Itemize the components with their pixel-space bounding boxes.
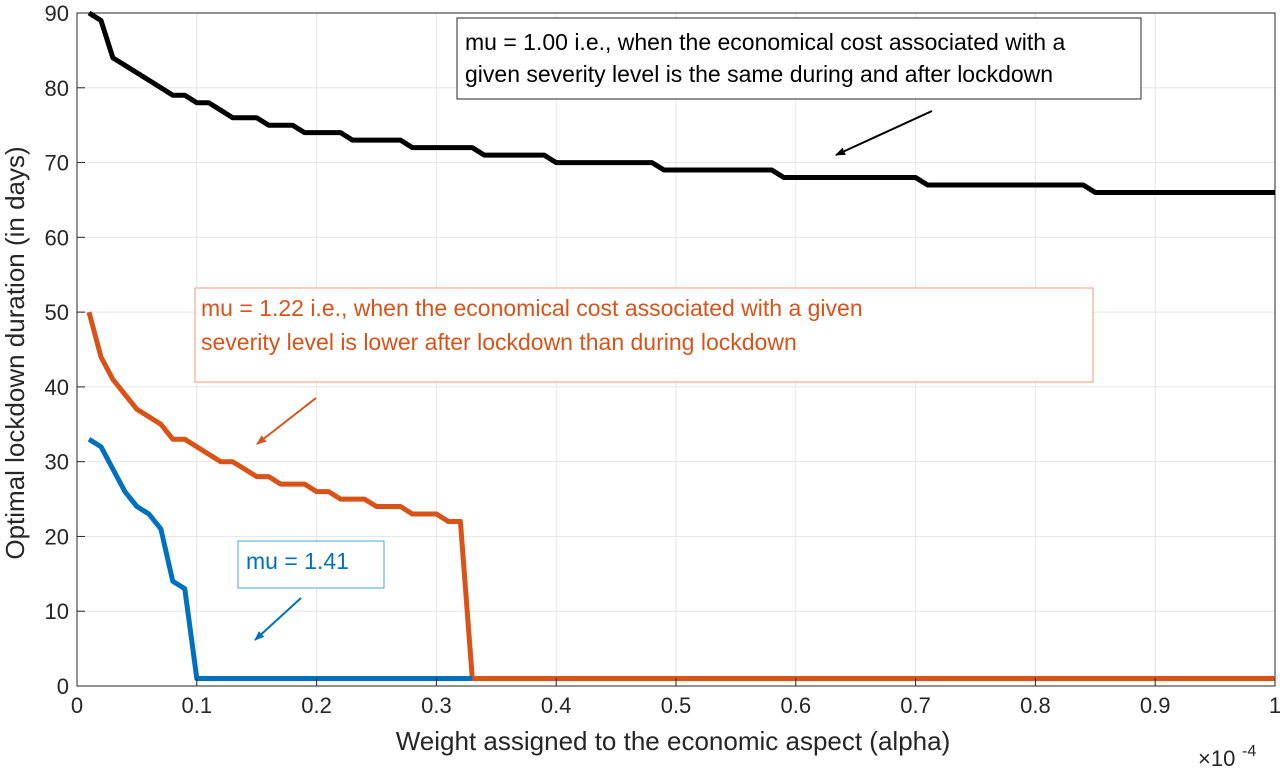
annotation-box-blue xyxy=(237,540,385,589)
x-tick-label: 0.3 xyxy=(421,693,452,718)
x-axis-multiplier: ×10 -4 xyxy=(1198,743,1256,769)
series-line-orange xyxy=(86,311,1275,681)
x-tick-label: 0.8 xyxy=(1020,693,1051,718)
y-axis-label: Optimal lockdown duration (in days) xyxy=(0,146,30,559)
x-tick-label: 0.9 xyxy=(1140,693,1171,718)
y-tick-label: 30 xyxy=(45,450,69,475)
x-tick-labels: 0 0.1 0.2 0.3 0.4 0.5 0.6 0.7 0.8 0.9 1 xyxy=(71,678,1280,718)
x-tick-label: 1 xyxy=(1269,693,1280,718)
y-tick-label: 90 xyxy=(45,1,69,26)
y-tick-label: 70 xyxy=(45,151,69,176)
x-tick-label: 0.6 xyxy=(781,693,812,718)
y-tick-label: 60 xyxy=(45,225,69,250)
x-tick-label: 0.1 xyxy=(182,693,213,718)
annotation-text-orange-line1: mu = 1.22 i.e., when the economical cost… xyxy=(201,295,863,321)
x-tick-label: 0.2 xyxy=(301,693,332,718)
annotation-arrow-blue xyxy=(254,597,302,641)
x-tick-label: 0 xyxy=(71,693,83,718)
annotation-orange: mu = 1.22 i.e., when the economical cost… xyxy=(194,287,1094,445)
series-layer xyxy=(86,10,1275,681)
x-tick-label: 0.4 xyxy=(541,693,572,718)
y-tick-label: 80 xyxy=(45,76,69,101)
annotation-text-orange-line2: severity level is lower after lockdown t… xyxy=(201,329,797,355)
y-tick-label: 40 xyxy=(45,375,69,400)
annotation-arrow-orange xyxy=(256,397,317,445)
y-tick-labels: 0 10 20 30 40 50 60 70 80 90 xyxy=(45,1,85,699)
y-tick-label: 50 xyxy=(45,300,69,325)
y-tick-label: 20 xyxy=(45,524,69,549)
y-tick-label: 10 xyxy=(45,599,69,624)
x-tick-label: 0.7 xyxy=(900,693,931,718)
annotation-arrow-black xyxy=(835,110,933,156)
annotation-blue: mu = 1.41 xyxy=(237,540,385,641)
series-line-black xyxy=(87,10,1275,195)
annotation-black: mu = 1.00 i.e., when the economical cost… xyxy=(456,17,1142,156)
x-tick-label: 0.5 xyxy=(661,693,692,718)
annotation-box-orange xyxy=(194,287,1094,383)
y-tick-label: 0 xyxy=(57,674,69,699)
annotation-text-blue: mu = 1.41 xyxy=(246,548,349,574)
series-line-blue xyxy=(87,437,473,681)
annotation-text-black-line2: given severity level is the same during … xyxy=(465,61,1053,87)
x-axis-label: Weight assigned to the economic aspect (… xyxy=(396,726,951,756)
svg-text:×10: ×10 xyxy=(1198,746,1235,769)
svg-text:-4: -4 xyxy=(1242,743,1256,760)
annotation-box-black xyxy=(456,17,1142,100)
annotation-text-black-line1: mu = 1.00 i.e., when the economical cost… xyxy=(465,29,1065,55)
